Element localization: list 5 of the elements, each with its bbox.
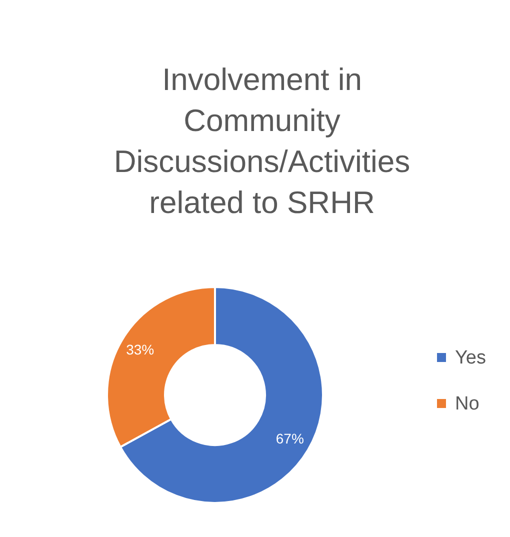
legend-label: No (455, 394, 480, 414)
chart-title: Involvement in Community Discussions/Activities related to SRHR (114, 62, 410, 220)
data-label: 67% (276, 430, 304, 446)
data-label: 33% (126, 342, 154, 358)
legend-label: Yes (455, 348, 486, 368)
